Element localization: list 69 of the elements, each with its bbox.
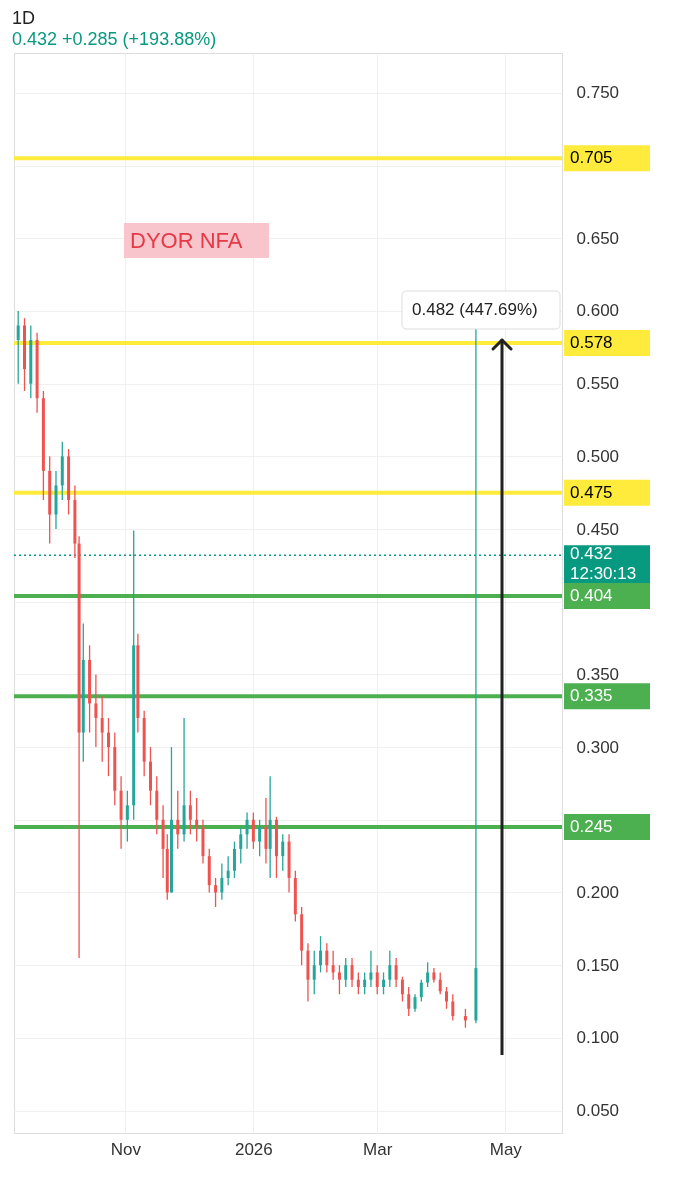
candlestick bbox=[388, 949, 392, 988]
candlestick bbox=[369, 949, 373, 988]
y-tick-label: 0.550 bbox=[576, 374, 620, 394]
candlestick bbox=[23, 317, 26, 392]
ref-line-label: 0.245 bbox=[570, 817, 613, 837]
candlestick bbox=[239, 826, 243, 865]
candlestick bbox=[251, 811, 255, 850]
candlestick bbox=[344, 957, 348, 988]
y-tick-label: 0.750 bbox=[576, 83, 620, 103]
candlestick bbox=[220, 862, 224, 901]
candlestick bbox=[245, 811, 249, 850]
candlestick bbox=[451, 993, 455, 1022]
candlestick bbox=[350, 957, 354, 988]
candlestick bbox=[375, 964, 379, 995]
y-tick-label: 0.650 bbox=[576, 228, 620, 248]
candlestick bbox=[106, 717, 110, 777]
y-tick-label: 0.050 bbox=[576, 1101, 620, 1121]
ref-line-label: 0.404 bbox=[570, 585, 613, 605]
y-tick-label: 0.450 bbox=[576, 519, 620, 539]
x-tick-label: Mar bbox=[363, 1139, 393, 1159]
ref-line-label: 0.578 bbox=[570, 332, 613, 352]
candlestick bbox=[394, 957, 398, 988]
ref-line-label: 0.335 bbox=[570, 686, 613, 706]
candlestick bbox=[100, 695, 104, 763]
y-tick-label: 0.100 bbox=[576, 1028, 620, 1048]
candlestick bbox=[400, 976, 404, 1003]
candlestick bbox=[382, 971, 386, 995]
candlestick bbox=[264, 797, 268, 865]
candlestick bbox=[337, 964, 341, 995]
y-tick-label: 0.350 bbox=[576, 664, 620, 684]
candlestick bbox=[419, 979, 423, 1003]
candlestick bbox=[188, 790, 192, 835]
x-tick-label: 2026 bbox=[234, 1139, 273, 1159]
candlestick bbox=[319, 935, 323, 974]
y-tick-label: 0.150 bbox=[576, 955, 620, 975]
candlestick bbox=[94, 673, 98, 748]
candlestick bbox=[176, 790, 180, 850]
y-tick-label: 0.500 bbox=[576, 446, 620, 466]
y-tick-label: 0.300 bbox=[576, 737, 620, 757]
candlestick bbox=[258, 819, 262, 857]
candlestick bbox=[16, 310, 20, 385]
chart-subtitle: 0.432 +0.285 (+193.88%) bbox=[12, 29, 217, 49]
candlestick bbox=[214, 877, 218, 908]
candlestick bbox=[331, 949, 335, 981]
candlestick bbox=[463, 1008, 467, 1029]
candlestick bbox=[445, 986, 449, 1010]
annotation: 0.482 (447.69%) bbox=[412, 300, 538, 319]
candlestick bbox=[438, 971, 442, 995]
candlestick bbox=[363, 971, 367, 995]
candlestick bbox=[325, 942, 329, 974]
candlestick bbox=[281, 833, 285, 872]
candlestick bbox=[226, 855, 230, 886]
x-tick-label: May bbox=[489, 1139, 523, 1159]
annotation: DYOR NFA bbox=[130, 228, 243, 253]
candlestick bbox=[195, 797, 199, 843]
candlestick bbox=[232, 840, 236, 879]
candlestick bbox=[125, 790, 129, 843]
candlestick bbox=[148, 746, 152, 806]
y-tick-label: 0.600 bbox=[576, 301, 620, 321]
candlestick bbox=[312, 949, 316, 995]
chart-title: 1D bbox=[12, 8, 36, 28]
ref-line-label: 0.705 bbox=[570, 148, 613, 168]
candlestick bbox=[356, 971, 360, 995]
ref-line-label: 0.475 bbox=[570, 482, 613, 502]
ref-line-label: 0.432 12:30:13 bbox=[570, 544, 637, 584]
x-tick-label: Nov bbox=[110, 1139, 142, 1159]
y-tick-label: 0.200 bbox=[576, 882, 620, 902]
candlestick bbox=[407, 986, 411, 1017]
candlestick bbox=[426, 961, 430, 988]
